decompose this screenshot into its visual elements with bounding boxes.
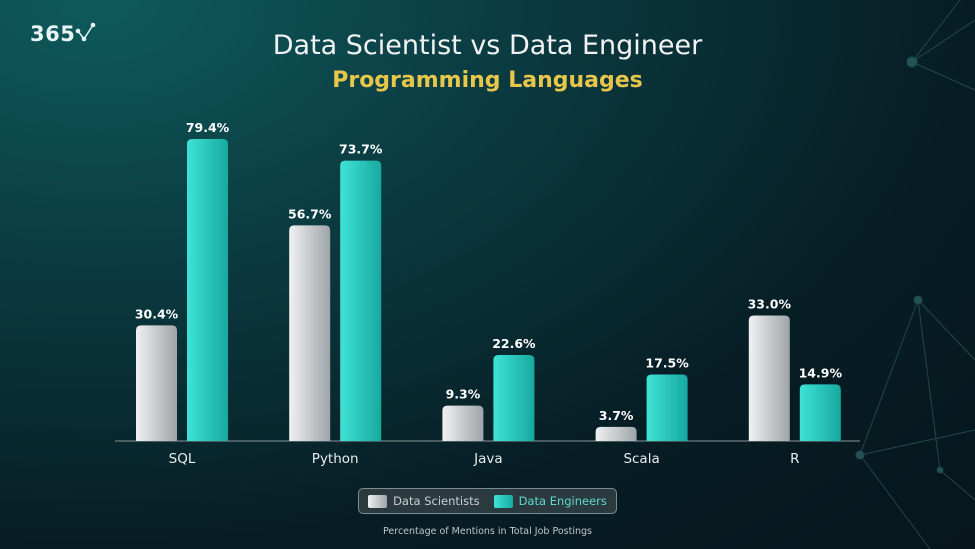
bar-r-scientists bbox=[748, 315, 790, 441]
data-label: 33.0% bbox=[748, 296, 792, 311]
data-label: 73.7% bbox=[339, 142, 383, 157]
legend-label: Data Engineers bbox=[518, 494, 607, 508]
data-label: 30.4% bbox=[135, 306, 179, 321]
legend-item-data-engineers: Data Engineers bbox=[493, 494, 607, 508]
checkmark-network-icon bbox=[76, 22, 96, 42]
data-label: 9.3% bbox=[446, 387, 481, 402]
legend: Data Scientists Data Engineers bbox=[358, 488, 617, 514]
bar-scala-engineers bbox=[646, 374, 688, 441]
bar-r-engineers bbox=[799, 384, 841, 441]
bar-sql-engineers bbox=[187, 139, 228, 441]
chart-subtitle: Programming Languages bbox=[332, 68, 643, 93]
logo-text: 365 bbox=[30, 22, 76, 46]
bar-sql-scientists bbox=[136, 325, 177, 441]
legend-swatch-teal bbox=[493, 495, 513, 508]
data-label: 56.7% bbox=[288, 206, 332, 221]
data-label: 22.6% bbox=[492, 336, 536, 351]
legend-label: Data Scientists bbox=[393, 494, 480, 508]
data-label: 14.9% bbox=[799, 365, 843, 380]
x-tick-label: R bbox=[790, 451, 799, 467]
legend-swatch-gray bbox=[368, 495, 388, 508]
x-tick-label: Python bbox=[312, 451, 359, 467]
data-label: 3.7% bbox=[599, 408, 634, 423]
x-axis-label: Percentage of Mentions in Total Job Post… bbox=[383, 526, 592, 537]
bar-scala-scientists bbox=[595, 426, 637, 441]
background-network-decoration bbox=[855, 0, 975, 549]
bar-java-scientists bbox=[442, 405, 484, 441]
bar-python-engineers bbox=[340, 160, 382, 441]
x-tick-label: Java bbox=[473, 451, 503, 467]
x-tick-label: Scala bbox=[623, 451, 659, 467]
data-label: 79.4% bbox=[186, 120, 230, 135]
chart-title: Data Scientist vs Data Engineer bbox=[272, 30, 703, 61]
bar-java-engineers bbox=[493, 355, 535, 441]
logo: 365 bbox=[30, 22, 97, 46]
bar-python-scientists bbox=[289, 225, 331, 441]
x-tick-label: SQL bbox=[169, 451, 196, 467]
data-label: 17.5% bbox=[645, 355, 689, 370]
legend-item-data-scientists: Data Scientists bbox=[368, 494, 480, 508]
